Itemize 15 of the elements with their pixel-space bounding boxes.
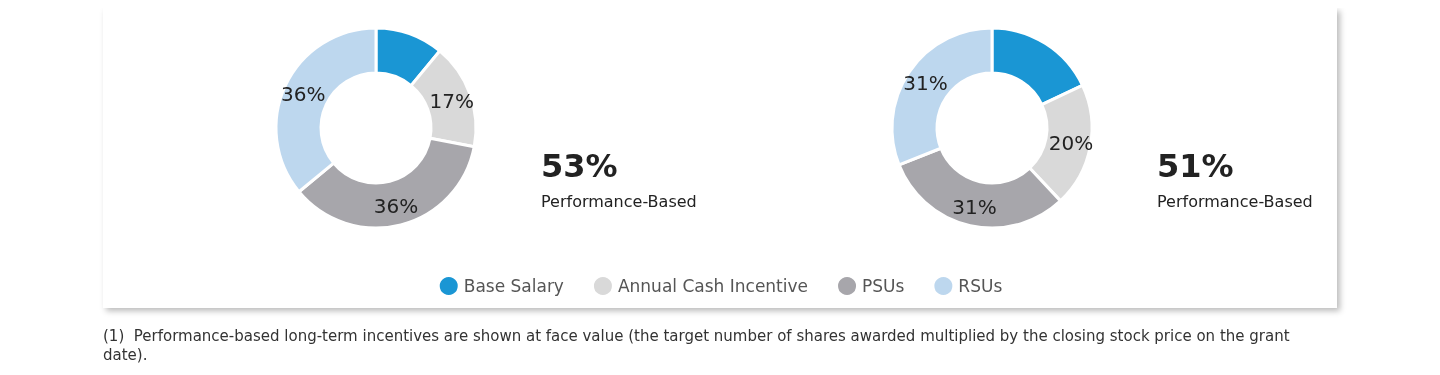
legend-label: Base Salary bbox=[463, 276, 564, 296]
legend-label: Annual Cash Incentive bbox=[617, 276, 809, 296]
text: 51% bbox=[1157, 147, 1234, 185]
data-label: 36% bbox=[373, 193, 419, 218]
legend-label: PSUs bbox=[862, 276, 905, 296]
data-label: 20% bbox=[1048, 131, 1094, 156]
text: Performance-Based bbox=[541, 191, 697, 211]
text: 53% bbox=[541, 147, 618, 185]
data-label: 36% bbox=[280, 81, 326, 106]
data-label: 17% bbox=[429, 88, 474, 113]
text: (1) Performance-based long-term incentives are shown at face value (the target number of shares awarded multiplied by the closing stock price on the grant date). bbox=[103, 326, 1295, 364]
data-label: 31% bbox=[903, 70, 948, 95]
text: Performance-Based bbox=[1157, 191, 1313, 211]
legend-label: RSUs bbox=[958, 276, 1003, 296]
data-label: 31% bbox=[952, 194, 997, 219]
